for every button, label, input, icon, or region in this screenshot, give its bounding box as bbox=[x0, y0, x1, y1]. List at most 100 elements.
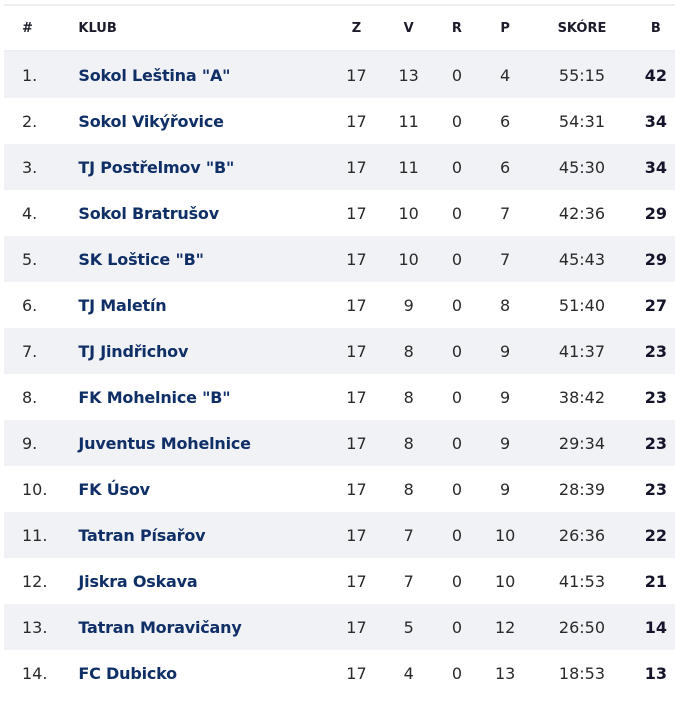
draw-cell: 0 bbox=[451, 433, 462, 453]
played-cell: 17 bbox=[346, 65, 367, 85]
position-cell: 4. bbox=[22, 203, 38, 223]
table-row: 8. FK Mohelnice "B" 17 8 0 9 38:42 23 bbox=[4, 374, 675, 420]
lost-cell: 7 bbox=[500, 203, 511, 223]
score-cell: 51:40 bbox=[558, 295, 606, 315]
played-cell: 17 bbox=[346, 341, 367, 361]
position-cell: 6. bbox=[22, 295, 38, 315]
club-link[interactable]: Jiskra Oskava bbox=[78, 571, 198, 591]
played-cell: 17 bbox=[346, 617, 367, 637]
table-row: 12. Jiskra Oskava 17 7 0 10 41:53 21 bbox=[4, 558, 675, 604]
played-cell: 17 bbox=[346, 249, 367, 269]
table-row: 14. FC Dubicko 17 4 0 13 18:53 13 bbox=[4, 650, 675, 696]
lost-cell: 13 bbox=[494, 663, 516, 683]
club-link[interactable]: TJ Maletín bbox=[78, 295, 167, 315]
lost-cell: 9 bbox=[500, 433, 511, 453]
draw-cell: 0 bbox=[451, 525, 462, 545]
header-position: # bbox=[22, 20, 33, 36]
points-cell: 23 bbox=[644, 433, 667, 453]
club-link[interactable]: Tatran Písařov bbox=[78, 525, 206, 545]
played-cell: 17 bbox=[346, 157, 367, 177]
score-cell: 54:31 bbox=[558, 111, 606, 131]
draw-cell: 0 bbox=[451, 663, 462, 683]
header-draw: R bbox=[451, 20, 462, 36]
club-link[interactable]: Sokol Vikýřovice bbox=[78, 111, 224, 131]
points-cell: 23 bbox=[644, 479, 667, 499]
club-link[interactable]: TJ Postřelmov "B" bbox=[78, 157, 235, 177]
table-body: 1. Sokol Leština "A" 17 13 0 4 55:15 42 2. Sokol … bbox=[4, 52, 675, 696]
position-cell: 11. bbox=[22, 525, 48, 545]
draw-cell: 0 bbox=[451, 295, 462, 315]
lost-cell: 10 bbox=[494, 571, 516, 591]
won-cell: 7 bbox=[403, 571, 414, 591]
club-link[interactable]: Juventus Mohelnice bbox=[78, 433, 251, 453]
won-cell: 11 bbox=[398, 157, 419, 177]
club-link[interactable]: Sokol Leština "A" bbox=[78, 65, 231, 85]
score-cell: 42:36 bbox=[558, 203, 606, 223]
table-row: 1. Sokol Leština "A" 17 13 0 4 55:15 42 bbox=[4, 52, 675, 98]
score-cell: 45:43 bbox=[558, 249, 606, 269]
position-cell: 1. bbox=[22, 65, 38, 85]
score-cell: 38:42 bbox=[558, 387, 606, 407]
won-cell: 8 bbox=[403, 387, 414, 407]
points-cell: 22 bbox=[644, 525, 667, 545]
club-link[interactable]: SK Loštice "B" bbox=[78, 249, 204, 269]
table-row: 11. Tatran Písařov 17 7 0 10 26:36 22 bbox=[4, 512, 675, 558]
draw-cell: 0 bbox=[451, 387, 462, 407]
lost-cell: 9 bbox=[500, 387, 511, 407]
position-cell: 13. bbox=[22, 617, 48, 637]
points-cell: 13 bbox=[644, 663, 667, 683]
lost-cell: 4 bbox=[500, 65, 511, 85]
lost-cell: 7 bbox=[500, 249, 511, 269]
table-row: 4. Sokol Bratrušov 17 10 0 7 42:36 29 bbox=[4, 190, 675, 236]
club-link[interactable]: Sokol Bratrušov bbox=[78, 203, 219, 223]
header-points: B bbox=[650, 20, 661, 36]
position-cell: 12. bbox=[22, 571, 48, 591]
points-cell: 27 bbox=[644, 295, 667, 315]
club-link[interactable]: FC Dubicko bbox=[78, 663, 177, 683]
table-row: 10. FK Úsov 17 8 0 9 28:39 23 bbox=[4, 466, 675, 512]
won-cell: 13 bbox=[398, 65, 419, 85]
score-cell: 26:50 bbox=[558, 617, 606, 637]
draw-cell: 0 bbox=[451, 203, 462, 223]
draw-cell: 0 bbox=[451, 249, 462, 269]
won-cell: 5 bbox=[403, 617, 414, 637]
played-cell: 17 bbox=[346, 663, 367, 683]
points-cell: 21 bbox=[644, 571, 667, 591]
lost-cell: 6 bbox=[500, 157, 511, 177]
score-cell: 55:15 bbox=[558, 65, 606, 85]
draw-cell: 0 bbox=[451, 617, 462, 637]
top-divider bbox=[4, 4, 675, 6]
won-cell: 10 bbox=[398, 249, 419, 269]
won-cell: 8 bbox=[403, 341, 414, 361]
table-row: 6. TJ Maletín 17 9 0 8 51:40 27 bbox=[4, 282, 675, 328]
points-cell: 29 bbox=[644, 203, 667, 223]
header-played: Z bbox=[351, 20, 362, 36]
draw-cell: 0 bbox=[451, 479, 462, 499]
played-cell: 17 bbox=[346, 433, 367, 453]
points-cell: 34 bbox=[644, 157, 667, 177]
standings-table: # KLUB Z V R P SKÓRE B 1. Sokol Leština "… bbox=[4, 4, 675, 696]
score-cell: 18:53 bbox=[558, 663, 606, 683]
score-cell: 26:36 bbox=[558, 525, 606, 545]
won-cell: 8 bbox=[403, 479, 414, 499]
position-cell: 5. bbox=[22, 249, 38, 269]
played-cell: 17 bbox=[346, 571, 367, 591]
club-link[interactable]: Tatran Moravičany bbox=[78, 617, 242, 637]
club-link[interactable]: FK Mohelnice "B" bbox=[78, 387, 231, 407]
lost-cell: 9 bbox=[500, 341, 511, 361]
score-cell: 45:30 bbox=[558, 157, 606, 177]
position-cell: 3. bbox=[22, 157, 38, 177]
position-cell: 7. bbox=[22, 341, 38, 361]
draw-cell: 0 bbox=[451, 111, 462, 131]
won-cell: 7 bbox=[403, 525, 414, 545]
club-link[interactable]: FK Úsov bbox=[78, 479, 150, 499]
points-cell: 29 bbox=[644, 249, 667, 269]
position-cell: 2. bbox=[22, 111, 38, 131]
position-cell: 10. bbox=[22, 479, 48, 499]
table-row: 7. TJ Jindřichov 17 8 0 9 41:37 23 bbox=[4, 328, 675, 374]
draw-cell: 0 bbox=[451, 341, 462, 361]
club-link[interactable]: TJ Jindřichov bbox=[78, 341, 189, 361]
played-cell: 17 bbox=[346, 479, 367, 499]
score-cell: 29:34 bbox=[558, 433, 606, 453]
won-cell: 11 bbox=[398, 111, 419, 131]
